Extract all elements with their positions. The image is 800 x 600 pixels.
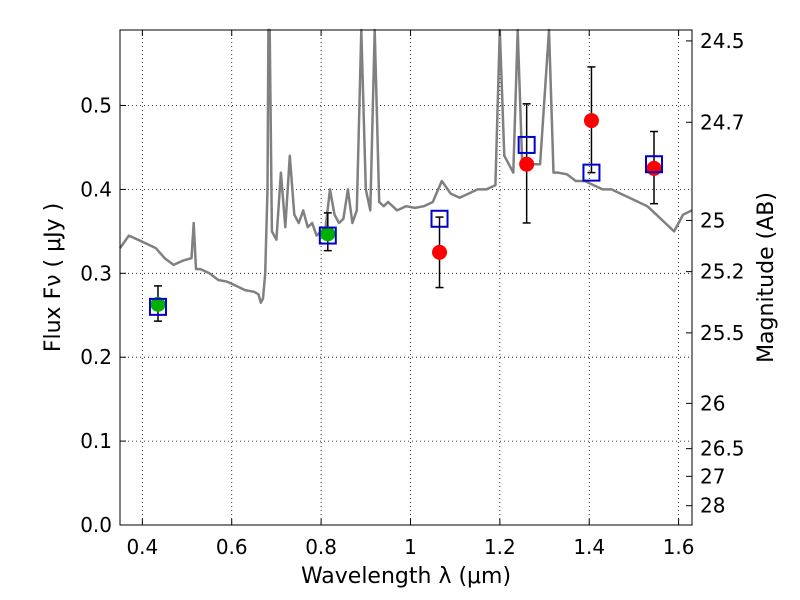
x-tick-label: 1.6	[663, 535, 695, 559]
red-data-point	[583, 113, 599, 129]
model-photometry-square	[645, 155, 664, 174]
x-tick-label: 1.4	[573, 535, 605, 559]
model-photometry-square	[430, 209, 449, 228]
model-photometry-square	[148, 297, 167, 316]
y-tick-labels: 0.0 0.1 0.2 0.3 0.4 0.5	[80, 94, 112, 537]
x-tick-labels: 0.4 0.6 0.8 1 1.2 1.4 1.6	[126, 535, 694, 559]
y2-tick-label: 25.2	[700, 260, 745, 284]
y-tick-label: 0.0	[80, 513, 112, 537]
model-spectrum-line	[118, 28, 693, 304]
y-tick-label: 0.2	[80, 345, 112, 369]
x-tick-label: 0.6	[216, 535, 248, 559]
y-tick-label: 0.4	[80, 177, 112, 201]
y2-tick-label: 27	[700, 464, 725, 488]
model-photometry-square	[582, 163, 601, 182]
red-data-point	[519, 156, 535, 172]
x-tick-label: 1.2	[484, 535, 516, 559]
y2-axis-label: Magnitude (AB)	[754, 192, 779, 363]
y2-tick-label: 28	[700, 494, 725, 518]
y2-tick-labels: 24.5 24.7 25 25.2 25.5 26 26.5 27 28	[700, 29, 745, 518]
green-data-point	[320, 226, 336, 242]
model-photometry-square	[318, 226, 337, 245]
y2-tick-label: 24.5	[700, 29, 745, 53]
x-tick-label: 0.4	[126, 535, 158, 559]
y-tick-label: 0.1	[80, 429, 112, 453]
y-tick-label: 0.3	[80, 261, 112, 285]
y-axis-label: Flux Fν ( μJy )	[41, 203, 66, 352]
red-data-point	[432, 244, 448, 260]
x-tick-label: 0.8	[305, 535, 337, 559]
axes-frame	[119, 29, 693, 526]
tick-marks	[120, 30, 692, 526]
y2-tick-label: 25	[700, 208, 725, 232]
y-tick-label: 0.5	[80, 94, 112, 118]
model-photometry-square	[517, 135, 536, 154]
red-data-point	[646, 160, 662, 176]
x-tick-label: 1	[404, 535, 417, 559]
grid-lines	[120, 30, 692, 526]
y2-tick-label: 24.7	[700, 110, 745, 134]
plot-area	[118, 28, 693, 322]
x-axis-label: Wavelength λ (μm)	[301, 564, 511, 589]
y2-tick-label: 25.5	[700, 321, 745, 345]
y2-tick-label: 26	[700, 391, 725, 415]
y2-tick-label: 26.5	[700, 437, 745, 461]
